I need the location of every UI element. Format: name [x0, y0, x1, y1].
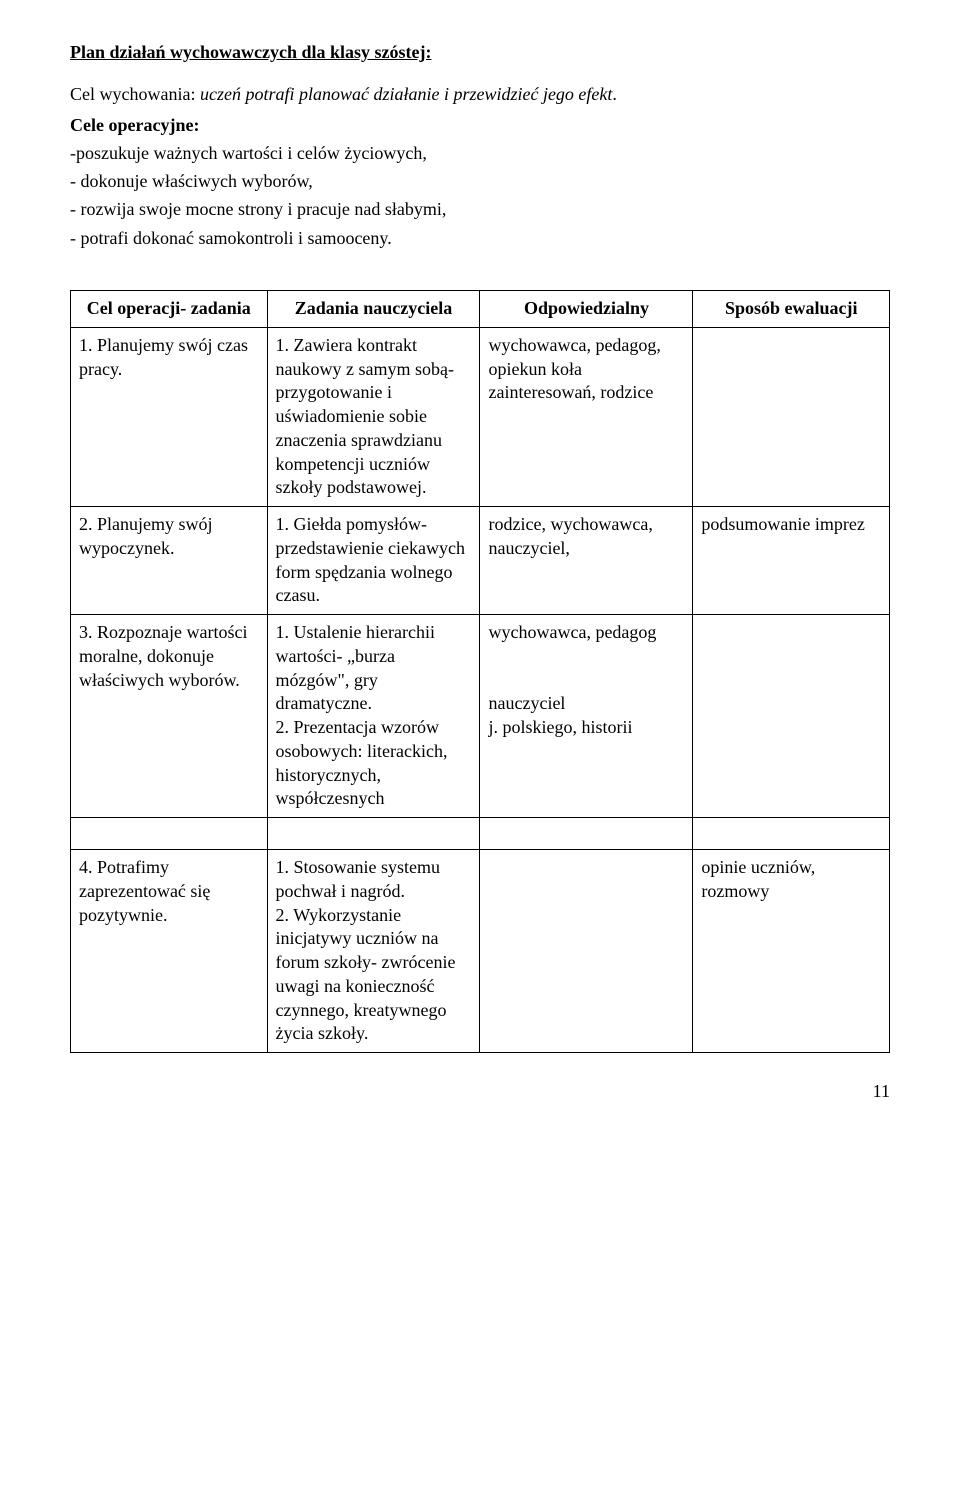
cell — [693, 327, 890, 506]
cell: 1. Zawiera kontrakt naukowy z samym sobą… — [267, 327, 480, 506]
cell — [693, 818, 890, 850]
th-zadania: Zadania nauczyciela — [267, 291, 480, 328]
cell: wychowawca, pedagognauczycielj. polskieg… — [480, 615, 693, 818]
table-spacer-row — [71, 818, 890, 850]
plan-table: Cel operacji- zadania Zadania nauczyciel… — [70, 290, 890, 1053]
table-header-row: Cel operacji- zadania Zadania nauczyciel… — [71, 291, 890, 328]
cell — [480, 818, 693, 850]
cell: 3. Rozpoznaje wartości moralne, dokonuje… — [71, 615, 268, 818]
page-number: 11 — [70, 1079, 890, 1103]
cele-item-1: - dokonuje właściwych wyborów, — [70, 169, 890, 193]
cell — [693, 615, 890, 818]
cell — [71, 818, 268, 850]
cel-suffix: . — [612, 84, 617, 104]
page-title: Plan działań wychowawczych dla klasy szó… — [70, 40, 890, 64]
cell: wychowawca, pedagog, opiekun koła zainte… — [480, 327, 693, 506]
cell: 4. Potrafimy zaprezentować się pozytywni… — [71, 850, 268, 1053]
cell: 1. Ustalenie hierarchii wartości- „burza… — [267, 615, 480, 818]
cell: 1. Planujemy swój czas pracy. — [71, 327, 268, 506]
cele-item-0: -poszukuje ważnych wartości i celów życi… — [70, 141, 890, 165]
cell — [267, 818, 480, 850]
th-odpowiedzialny: Odpowiedzialny — [480, 291, 693, 328]
cell: podsumowanie imprez — [693, 507, 890, 615]
table-row: 1. Planujemy swój czas pracy. 1. Zawiera… — [71, 327, 890, 506]
cell: 1. Giełda pomysłów- przedstawienie cieka… — [267, 507, 480, 615]
cele-item-3: - potrafi dokonać samokontroli i samooce… — [70, 226, 890, 250]
cell: opinie uczniów, rozmowy — [693, 850, 890, 1053]
table-row: 2. Planujemy swój wypoczynek. 1. Giełda … — [71, 507, 890, 615]
cell: 2. Planujemy swój wypoczynek. — [71, 507, 268, 615]
th-sposob: Sposób ewaluacji — [693, 291, 890, 328]
cel-wychowania-line: Cel wychowania: uczeń potrafi planować d… — [70, 82, 890, 106]
cele-operacyjne-label: Cele operacyjne: — [70, 113, 890, 137]
title-text: Plan działań wychowawczych dla klasy szó… — [70, 42, 432, 62]
cele-item-2: - rozwija swoje mocne strony i pracuje n… — [70, 197, 890, 221]
cell — [480, 850, 693, 1053]
cel-prefix: Cel wychowania: — [70, 84, 200, 104]
table-row: 3. Rozpoznaje wartości moralne, dokonuje… — [71, 615, 890, 818]
th-cel: Cel operacji- zadania — [71, 291, 268, 328]
table-row: 4. Potrafimy zaprezentować się pozytywni… — [71, 850, 890, 1053]
cel-italic: uczeń potrafi planować działanie i przew… — [200, 84, 612, 104]
cell: rodzice, wychowawca, nauczyciel, — [480, 507, 693, 615]
cell: 1. Stosowanie systemu pochwał i nagród.2… — [267, 850, 480, 1053]
